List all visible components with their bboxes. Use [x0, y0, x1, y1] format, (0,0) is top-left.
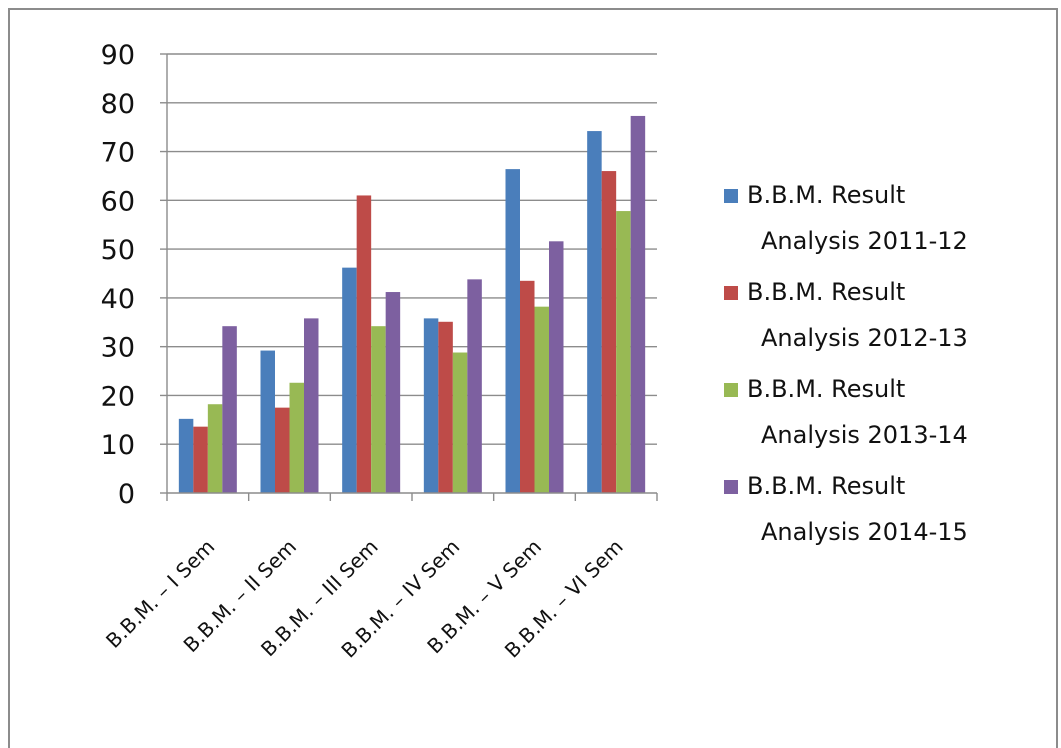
bar	[222, 326, 237, 493]
bar	[616, 211, 631, 493]
legend-swatch	[724, 189, 738, 203]
legend-label: Analysis 2013-14	[761, 421, 968, 449]
y-tick-label: 90	[101, 40, 135, 71]
bar	[452, 352, 468, 493]
bar	[630, 115, 646, 493]
bar	[289, 382, 304, 493]
gridlines	[167, 53, 657, 445]
bar	[534, 306, 549, 493]
bar	[423, 318, 439, 493]
legend-swatch	[724, 286, 738, 300]
legend-label: B.B.M. Result	[747, 278, 905, 306]
legend-label: Analysis 2012-13	[761, 324, 968, 352]
bar	[549, 241, 564, 493]
bar	[467, 279, 482, 493]
bar	[371, 326, 386, 493]
bar	[207, 404, 223, 493]
bar	[505, 169, 520, 494]
bar	[193, 426, 208, 493]
y-tick-label: 80	[101, 89, 135, 120]
legend-swatch	[724, 480, 738, 494]
y-tick-label: 10	[101, 430, 135, 461]
bar-chart: 0 10 20 30 40 50 60 70 80 90 B.B.M. – I SemB.B.M.…	[101, 40, 968, 662]
legend-label: Analysis 2014-15	[761, 518, 968, 546]
bar	[438, 321, 453, 493]
legend: B.B.M. Result Analysis 2011-12 B.B.M. Resu…	[724, 181, 968, 546]
bar	[587, 131, 602, 493]
y-tick-label: 20	[101, 381, 135, 412]
y-tick-label: 60	[101, 186, 135, 217]
chart-frame	[8, 8, 1058, 748]
y-tick-label: 40	[101, 284, 135, 315]
bar	[304, 318, 319, 493]
y-tick-label: 50	[101, 235, 135, 266]
y-tick-label: 0	[118, 479, 135, 510]
bar	[356, 195, 372, 493]
bar	[520, 280, 535, 493]
legend-label: B.B.M. Result	[747, 472, 905, 500]
y-axis: 0 10 20 30 40 50 60 70 80 90	[101, 40, 168, 510]
bar	[178, 418, 194, 493]
y-tick-label: 30	[101, 333, 135, 364]
bar	[342, 267, 357, 493]
bar	[260, 350, 275, 493]
legend-label: B.B.M. Result	[747, 375, 905, 403]
legend-label: Analysis 2011-12	[761, 227, 968, 255]
bar	[385, 292, 401, 493]
bar	[601, 171, 617, 494]
bars	[178, 115, 646, 494]
legend-label: B.B.M. Result	[747, 181, 905, 209]
bar	[275, 407, 290, 493]
y-tick-label: 70	[101, 138, 135, 169]
legend-swatch	[724, 383, 738, 397]
